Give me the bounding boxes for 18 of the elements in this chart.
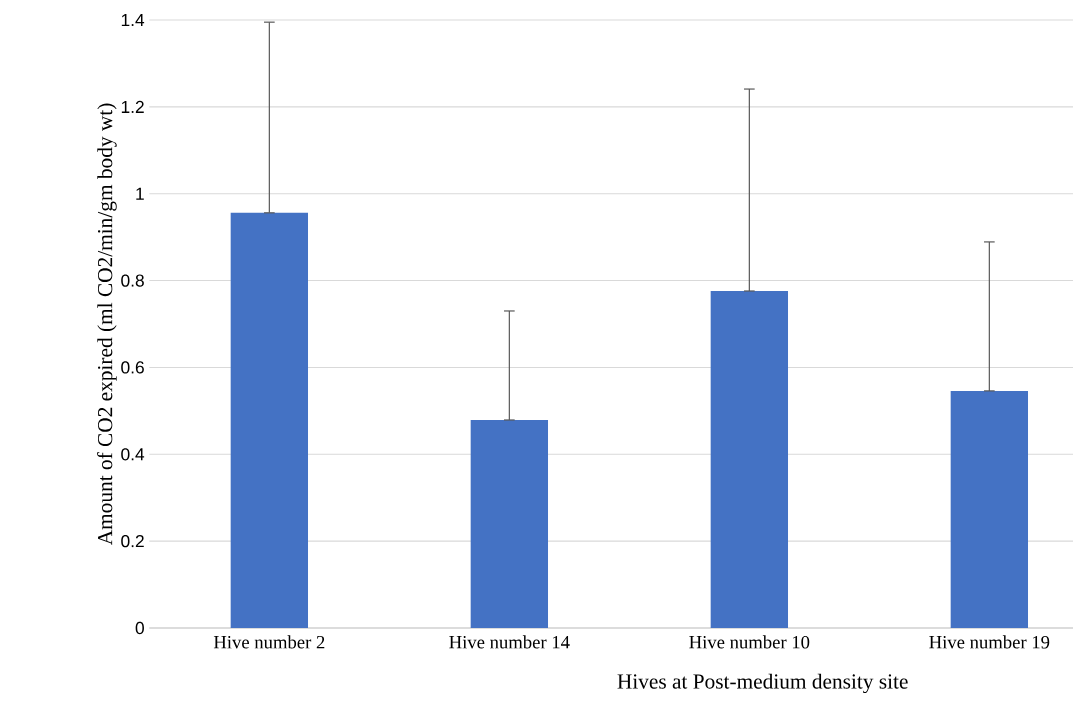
x-tick-label: Hive number 14 [449,635,570,649]
x-tick-label: Hive number 19 [929,635,1050,649]
y-tick-label: 0.6 [121,361,144,374]
y-axis-title: Amount of CO2 expired (ml CO2/min/gm body wt) [97,103,117,546]
y-tick-label: 0.2 [121,535,144,548]
x-tick-label: Hive number 10 [689,635,810,649]
y-tick-label: 0 [135,621,144,635]
x-axis-title: Hives at Post-medium density site [617,673,908,694]
y-tick-label: 1 [136,187,144,200]
y-tick-label: 1.2 [121,100,144,113]
y-tick-label: 0.4 [121,448,145,461]
y-tick-label: 0.8 [121,274,144,287]
x-tick-label: Hive number 2 [213,635,325,649]
bar [230,212,309,628]
bar [470,419,549,628]
bar [710,290,789,628]
bar [950,390,1029,628]
y-tick-label: 1.4 [121,14,145,26]
